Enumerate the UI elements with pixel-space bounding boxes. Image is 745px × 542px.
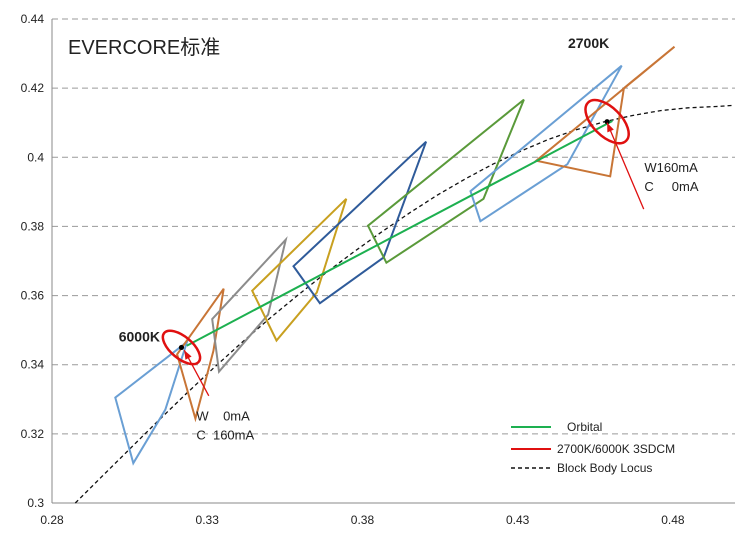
locus-line [74,104,734,504]
arrow-head [184,350,192,360]
ellipses-layer [161,98,630,366]
x-tick-label: 0.48 [661,513,685,527]
macadam-ellipse [584,98,630,145]
annotation-label: C 160mA [196,428,254,443]
quadrangle [534,45,676,178]
grid-layer [52,18,735,435]
annotation-label: 2700K [568,35,609,51]
y-tick-label: 0.38 [21,219,45,233]
annotation-label: C 0mA [644,179,699,194]
legend-label: Orbital [567,420,602,434]
orbital-line [186,120,613,347]
x-tick-label: 0.43 [506,513,530,527]
quadrangle [250,198,348,343]
chart-title: EVERCORE标准 [68,36,220,59]
locus-layer [74,104,734,504]
y-tick-label: 0.4 [27,150,44,164]
x-tick-label: 0.28 [40,513,64,527]
quadrangle [366,98,525,265]
orbital-layer [186,120,613,347]
y-tick-label: 0.32 [21,427,45,441]
y-tick-label: 0.3 [27,496,44,510]
macadam-ellipse [161,329,202,366]
quadrangle [176,288,225,423]
y-tick-label: 0.42 [21,81,45,95]
legend-label: 2700K/6000K 3SDCM [557,442,675,456]
quadrangles-layer [114,45,676,466]
x-tick-label: 0.33 [196,513,220,527]
annotations-layer: 6000K 2700K W 0mA C 160mA W160mA C 0mA [119,35,699,443]
axes-layer: 0.3 0.32 0.34 0.36 0.38 0.4 0.42 0.44 0.28 0.33 0.… [21,12,735,527]
target-point [178,344,185,351]
annotation-label: 6000K [119,329,160,345]
arrow-head [607,122,614,133]
annotation-label: W160mA [644,160,698,175]
quadrangle [211,236,288,374]
target-point [604,119,610,125]
y-tick-label: 0.34 [21,358,45,372]
legend-label: Block Body Locus [557,461,652,475]
quadrangle [469,64,623,223]
annotation-arrow [606,122,645,210]
x-tick-label: 0.38 [351,513,375,527]
quadrangle [114,339,189,466]
legend: Orbital 2700K/6000K 3SDCM Block Body Locus [511,420,675,475]
y-tick-label: 0.36 [21,289,45,303]
y-tick-label: 0.44 [21,12,45,26]
annotation-label: W 0mA [196,408,250,423]
